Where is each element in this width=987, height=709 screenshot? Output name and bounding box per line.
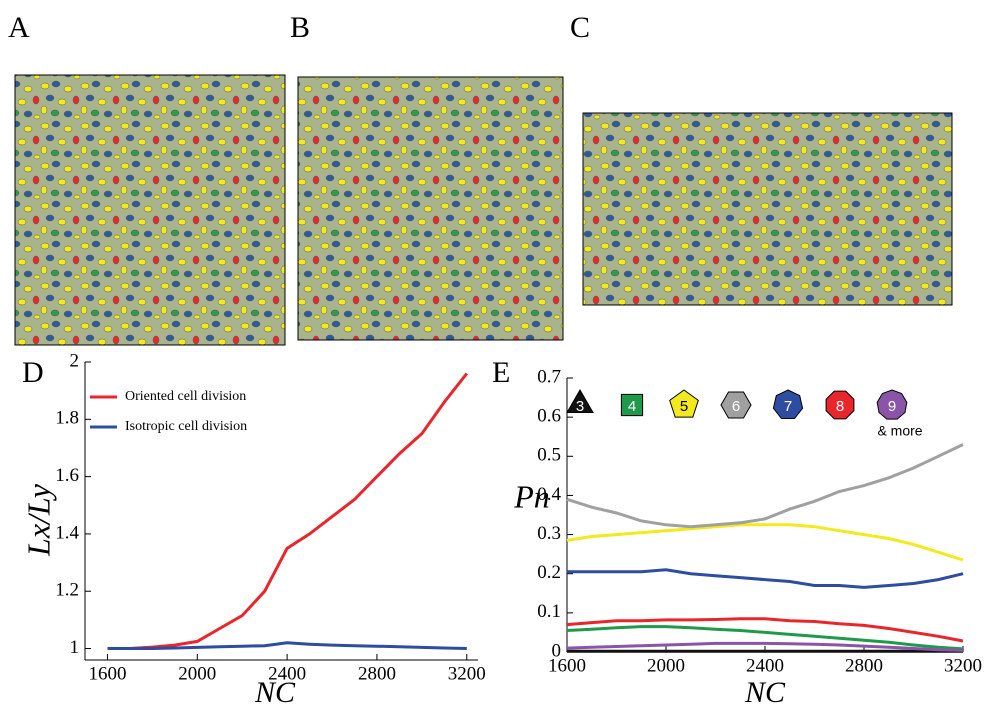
panel-label: B: [290, 11, 310, 44]
legend-label: 4: [628, 398, 636, 415]
x-tick-label: 2000: [647, 655, 685, 676]
x-tick-label: 2400: [746, 655, 784, 676]
legend-label: Oriented cell division: [125, 389, 246, 404]
series-line: [566, 617, 964, 643]
panel-label: E: [492, 356, 510, 389]
series-line: [566, 625, 964, 651]
y-tick-label: 1.2: [55, 580, 79, 601]
legend-icon: [825, 390, 855, 420]
panel-label: A: [8, 11, 30, 44]
y-axis-label: Lx/Ly: [20, 483, 56, 557]
y-axis-label: Pn: [513, 478, 550, 514]
y-tick-label: 0.6: [537, 406, 561, 427]
x-axis-label: NC: [254, 676, 296, 709]
y-tick-label: 1.4: [55, 522, 79, 543]
x-tick-label: 2800: [845, 655, 883, 676]
panel-label: D: [22, 356, 44, 389]
x-tick-label: 1600: [88, 663, 126, 684]
y-tick-label: 0.4: [537, 484, 561, 505]
legend-icon: [772, 389, 804, 419]
series-line: [567, 568, 964, 589]
panel-label: C: [570, 11, 590, 44]
legend-icon: [720, 391, 752, 419]
legend-icon: [876, 389, 908, 420]
series-line: [566, 523, 964, 562]
tissue-image-c: [582, 112, 953, 306]
y-tick-label: 0: [552, 640, 562, 661]
x-tick-label: 2000: [178, 663, 216, 684]
x-tick-label: 3200: [944, 655, 982, 676]
y-tick-label: 0.7: [537, 366, 561, 387]
legend-icon: [620, 393, 644, 417]
legend-label: 5: [680, 398, 688, 415]
series-line: [566, 443, 964, 529]
tissue-image-b: [297, 76, 564, 341]
x-tick-label: 3200: [448, 663, 486, 684]
series-line: [107, 641, 467, 650]
y-tick-label: 0.5: [537, 445, 561, 466]
y-tick-label: 1: [70, 637, 80, 658]
legend-label: 8: [836, 398, 844, 415]
tissue-image-a: [14, 74, 286, 346]
legend-label: 3: [576, 398, 584, 415]
y-tick-label: 1.8: [55, 408, 79, 429]
y-tick-label: 0.3: [537, 523, 561, 544]
legend-icon: [566, 389, 594, 413]
series-line: [566, 641, 964, 652]
x-tick-label: 1600: [548, 655, 586, 676]
y-tick-label: 1.6: [55, 465, 79, 486]
x-tick-label: 2400: [268, 663, 306, 684]
series-line: [107, 372, 468, 650]
x-axis-label: NC: [744, 676, 786, 709]
legend-icon: [669, 389, 699, 418]
legend-label: 7: [784, 398, 792, 415]
legend-label: 6: [732, 398, 740, 415]
legend-label: 9: [888, 398, 896, 415]
x-tick-label: 2800: [358, 663, 396, 684]
legend-note: & more: [877, 423, 922, 439]
y-tick-label: 2: [70, 350, 80, 371]
y-tick-label: 0.2: [537, 562, 561, 583]
y-tick-label: 0.1: [537, 601, 561, 622]
legend-label: Isotropic cell division: [125, 419, 247, 434]
